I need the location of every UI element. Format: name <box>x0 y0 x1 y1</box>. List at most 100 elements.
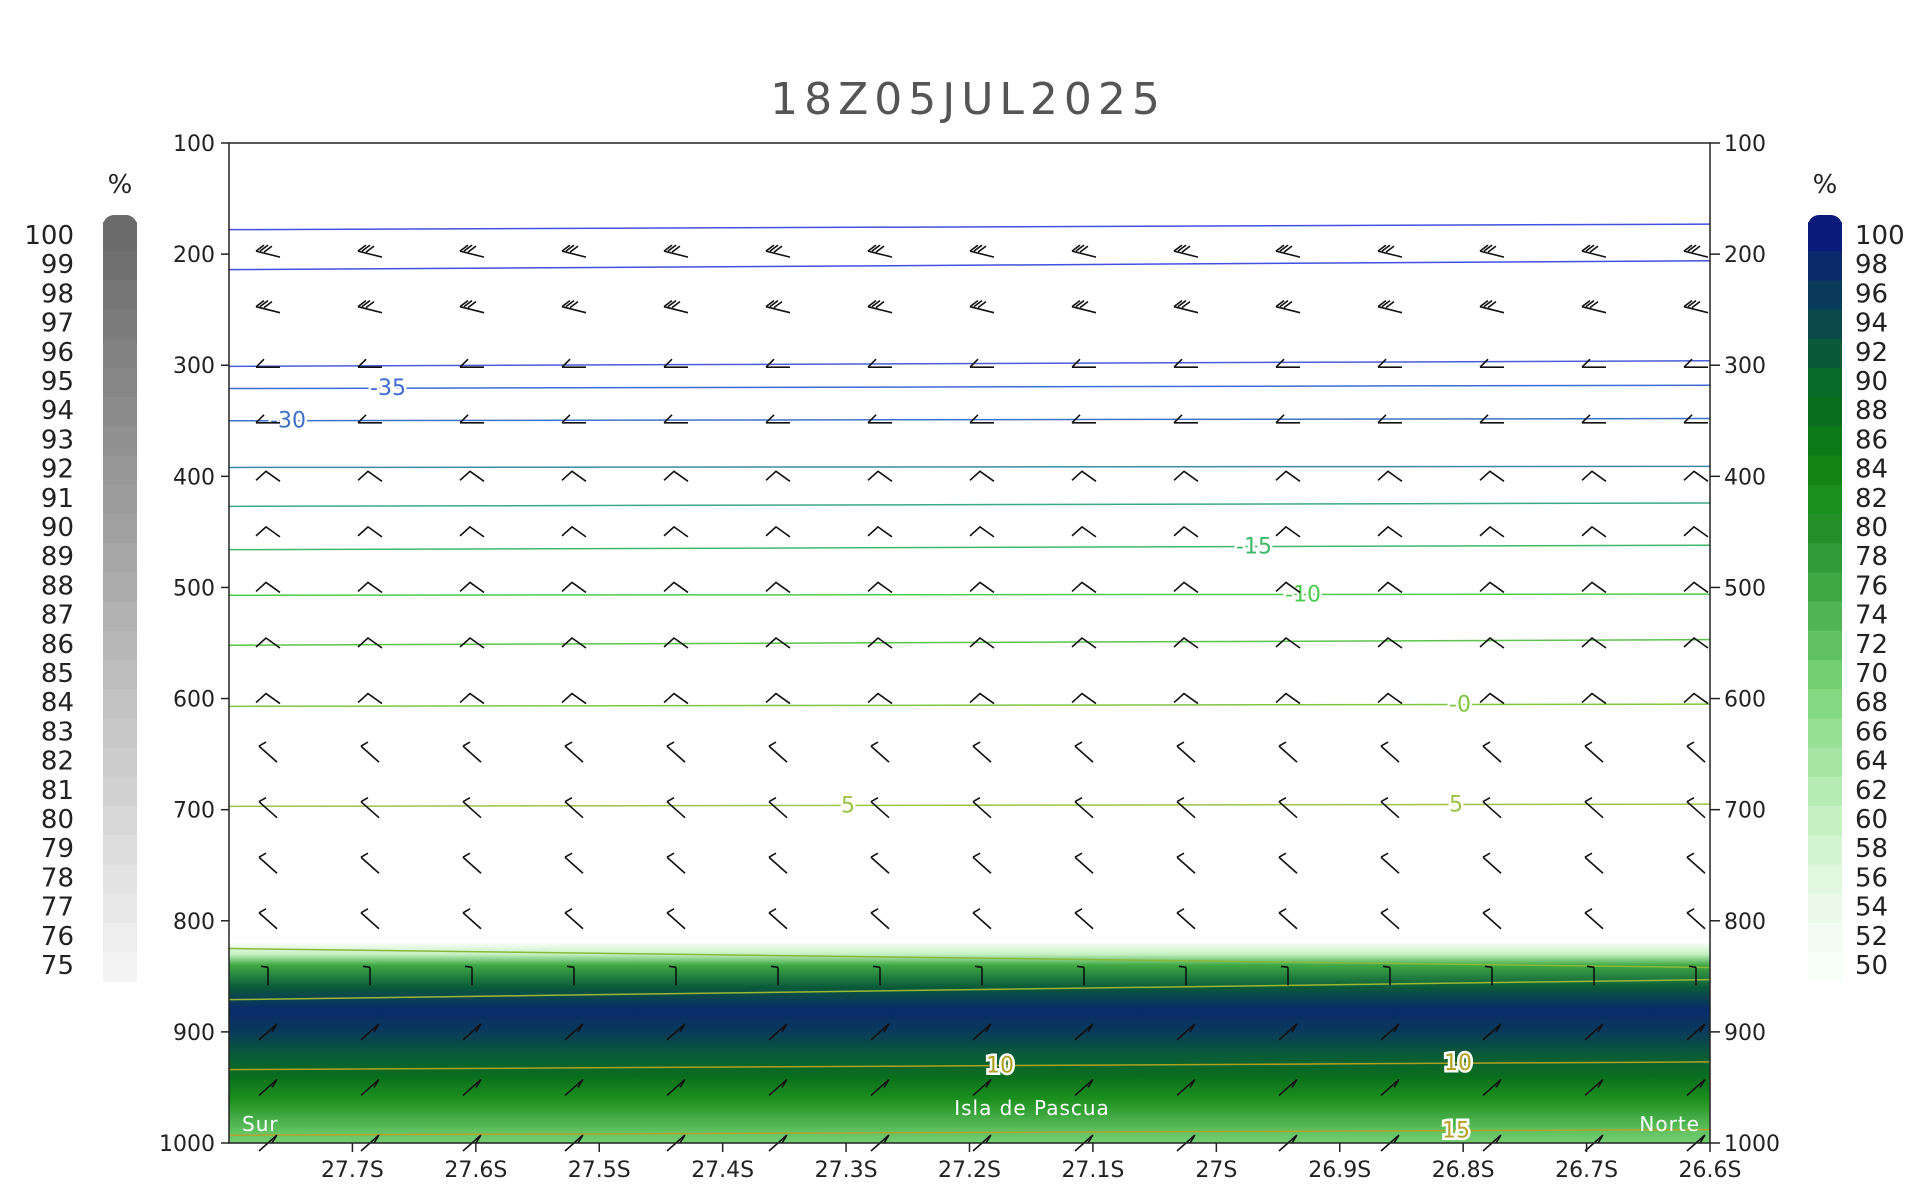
wind-barb <box>564 796 584 819</box>
wind-barb <box>870 741 890 763</box>
right-colorbar-swatch <box>1808 455 1842 486</box>
wind-barb <box>1278 908 1298 930</box>
right-colorbar-label: 62 <box>1855 776 1888 806</box>
right-colorbar-label: 58 <box>1855 834 1888 864</box>
wind-barb <box>1479 414 1504 424</box>
wind-barb <box>255 244 281 258</box>
wind-barb <box>1275 581 1301 594</box>
wind-barb <box>765 414 790 424</box>
left-colorbar-label: 94 <box>41 396 74 426</box>
wind-barb <box>1377 636 1403 649</box>
left-colorbar-swatch <box>103 309 137 340</box>
wind-barb <box>1686 1023 1706 1041</box>
wind-barb <box>360 796 380 819</box>
wind-barb <box>668 965 677 986</box>
wind-barb <box>765 581 791 594</box>
left-colorbar-label: 75 <box>41 951 74 981</box>
wind-barb <box>1683 244 1709 258</box>
wind-barb <box>1479 525 1505 538</box>
left-colorbar-swatch <box>103 864 137 895</box>
wind-barb <box>1380 908 1400 930</box>
left-colorbar-label: 86 <box>41 630 74 660</box>
wind-barb <box>1275 636 1301 649</box>
right-colorbar-swatch <box>1808 922 1842 953</box>
wind-barb <box>867 470 893 482</box>
right-colorbar-label: 88 <box>1855 396 1888 426</box>
y-tick-label-left: 500 <box>173 576 215 601</box>
wind-barb <box>1683 358 1708 369</box>
wind-barb <box>867 525 893 538</box>
left-colorbar-swatch <box>103 572 137 603</box>
left-colorbar-label: 83 <box>41 717 74 747</box>
left-colorbar-label: 99 <box>41 250 74 280</box>
right-colorbar-label: 64 <box>1855 747 1888 777</box>
wind-barb <box>260 965 269 986</box>
right-colorbar-swatch <box>1808 893 1842 924</box>
wind-barb <box>564 852 584 874</box>
wind-barb <box>1275 470 1301 482</box>
wind-barb <box>1482 741 1502 763</box>
wind-barb <box>1686 1078 1706 1097</box>
wind-barb <box>360 1078 380 1097</box>
temperature-contour <box>229 947 1710 969</box>
right-colorbar-swatch <box>1808 747 1842 778</box>
y-tick-label-left: 900 <box>173 1021 215 1046</box>
left-colorbar-swatch <box>103 514 137 544</box>
wind-barb <box>564 1023 584 1041</box>
temperature-contour <box>229 703 1710 708</box>
wind-barb <box>867 581 893 594</box>
left-colorbar-label: 100 <box>24 221 74 251</box>
x-tick-label: 26.7S <box>1555 1158 1618 1183</box>
wind-barb <box>1683 636 1709 649</box>
wind-barb <box>1076 965 1085 986</box>
wind-barb <box>1173 470 1199 482</box>
left-colorbar-label: 81 <box>41 776 74 806</box>
x-tick-label: 27.7S <box>321 1158 384 1183</box>
x-tick-label: 27.6S <box>444 1158 507 1183</box>
temperature-contour <box>229 1061 1710 1071</box>
wind-barb <box>1173 525 1199 538</box>
wind-barb <box>867 414 892 424</box>
wind-barb <box>969 244 995 258</box>
wind-barb <box>561 470 587 482</box>
temperature-contour <box>229 223 1710 231</box>
wind-barb <box>969 414 994 424</box>
wind-barb <box>255 525 281 538</box>
right-colorbar-label: 60 <box>1855 805 1888 835</box>
wind-barb <box>1173 581 1199 594</box>
y-tick-label-right: 100 <box>1724 132 1766 157</box>
wind-barb <box>663 470 689 482</box>
right-colorbar-swatch <box>1808 280 1842 311</box>
wind-barb <box>1275 244 1301 258</box>
wind-barb <box>1071 636 1097 649</box>
left-colorbar-swatch <box>103 484 137 515</box>
wind-barb <box>1584 852 1604 874</box>
x-tick-label: 27.5S <box>568 1158 631 1183</box>
wind-barb <box>663 244 689 258</box>
left-colorbar-label: 95 <box>41 367 74 397</box>
wind-barb <box>1584 1078 1604 1097</box>
wind-barb <box>357 414 382 424</box>
wind-barb <box>1382 965 1391 986</box>
right-colorbar-swatch <box>1808 338 1842 369</box>
wind-barb <box>1482 852 1502 874</box>
contour-label: 15 <box>1442 1119 1470 1144</box>
wind-barb <box>1482 908 1502 930</box>
left-colorbar-swatch <box>103 455 137 486</box>
contour-label: 10 <box>1444 1051 1472 1076</box>
wind-barb <box>870 1078 890 1097</box>
temperature-contour <box>229 978 1710 1001</box>
wind-barb <box>561 636 587 649</box>
left-colorbar-label: 98 <box>41 279 74 309</box>
wind-barb <box>1278 741 1298 763</box>
wind-barb <box>870 908 890 930</box>
left-colorbar-swatch <box>103 543 137 573</box>
wind-barb <box>972 1023 992 1041</box>
wind-barb <box>459 525 485 538</box>
right-colorbar-swatch <box>1808 572 1842 603</box>
y-tick-label-right: 200 <box>1724 243 1766 268</box>
right-colorbar-swatch <box>1808 864 1842 895</box>
x-tick-label: 27S <box>1195 1158 1237 1183</box>
wind-barb <box>1686 852 1706 874</box>
